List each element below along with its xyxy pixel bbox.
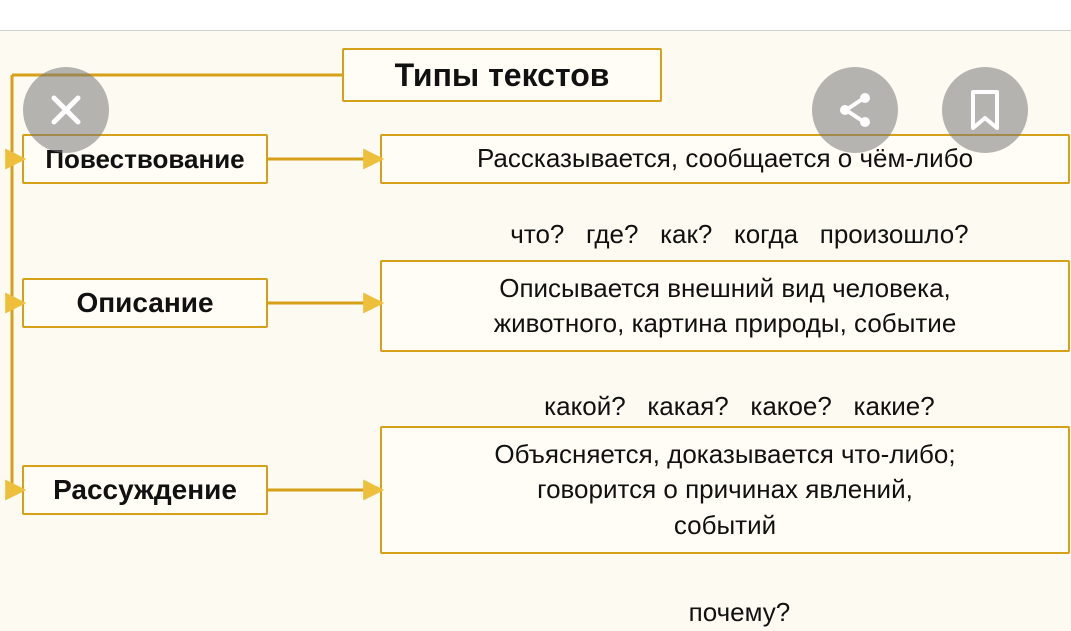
- category-reasoning-question: почему?: [380, 566, 1070, 631]
- category-reasoning-desc: Объясняется, доказывается что-либо;говор…: [380, 426, 1070, 554]
- top-bar: [0, 0, 1071, 31]
- category-description-desc-line: животного, картина природы, событие: [494, 306, 957, 341]
- bookmark-button[interactable]: [942, 67, 1028, 153]
- category-reasoning-label-text: Рассуждение: [53, 474, 237, 506]
- share-button[interactable]: [812, 67, 898, 153]
- category-description-question-text: какой? какая? какое? какие?: [544, 391, 935, 421]
- category-reasoning-desc-line: событий: [674, 508, 776, 543]
- category-reasoning-question-text: почему?: [689, 597, 791, 627]
- share-icon: [833, 88, 877, 132]
- category-narration-desc-line: Рассказывается, сообщается о чём-либо: [477, 141, 973, 176]
- bookmark-icon: [967, 88, 1003, 132]
- category-reasoning-label: Рассуждение: [22, 465, 268, 515]
- category-description-desc-line: Описывается внешний вид человека,: [499, 271, 951, 306]
- diagram-stage: { "colors": { "border": "#d6a018", "conn…: [0, 0, 1071, 631]
- category-description-label-text: Описание: [76, 287, 213, 319]
- category-reasoning-desc-line: Объясняется, доказывается что-либо;: [494, 437, 955, 472]
- close-icon: [46, 90, 86, 130]
- category-description-label: Описание: [22, 278, 268, 328]
- category-reasoning-desc-line: говорится о причинах явлений,: [537, 472, 913, 507]
- title-text: Типы текстов: [395, 57, 610, 94]
- title-box: Типы текстов: [342, 48, 662, 102]
- category-narration-question-text: что? где? как? когда произошло?: [510, 219, 968, 249]
- close-button[interactable]: [23, 67, 109, 153]
- category-description-desc: Описывается внешний вид человека,животно…: [380, 260, 1070, 352]
